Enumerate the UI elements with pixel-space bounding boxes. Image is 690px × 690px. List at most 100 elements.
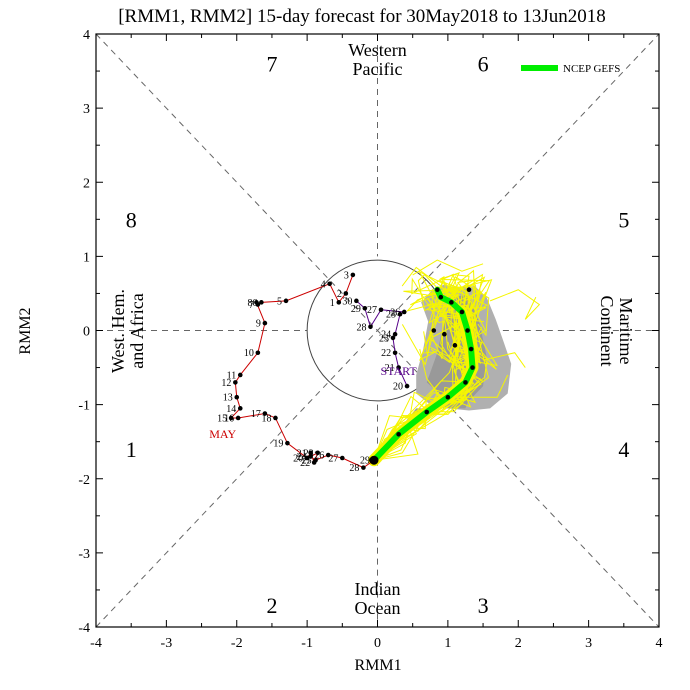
forecast-day-marker [468, 346, 474, 352]
april-track-day-label: 26 [390, 307, 400, 318]
april-track-point [396, 365, 401, 370]
y-tick-label: 1 [83, 250, 90, 265]
ensemble-member-track [412, 259, 484, 276]
x-tick-label: -3 [161, 636, 173, 651]
may-track-day-label: 11 [227, 370, 237, 381]
may-track-point [350, 272, 356, 278]
month-label-start: START [380, 364, 417, 378]
may-track-point [262, 411, 268, 416]
phase-number-5: 5 [618, 207, 629, 232]
april-track-day-label: 30 [342, 296, 352, 307]
region-label-maritime-continent: Maritime [616, 298, 636, 365]
y-axis-label: RMM2 [17, 307, 34, 354]
y-tick-label: 4 [83, 28, 90, 43]
may-track-day-label: 26 [314, 451, 324, 462]
may-track-point [259, 300, 264, 305]
may-track-day-label: 7 [249, 300, 254, 311]
april-track-day-label: 23 [379, 333, 389, 344]
may-track-day-label: 22 [300, 458, 310, 469]
forecast-start-marker [369, 455, 379, 465]
may-track-point [235, 415, 241, 421]
may-track-day-label: 17 [251, 409, 261, 420]
ensemble-member-track [482, 352, 526, 368]
phase-number-1: 1 [126, 437, 137, 462]
region-label-west-hem: West. Hem. [108, 289, 128, 373]
region-label-maritime-continent: Continent [597, 296, 617, 367]
forecast-day-marker [452, 343, 458, 348]
may-track-point [262, 320, 268, 326]
y-tick-label: -4 [78, 621, 90, 636]
forecast-day-marker [435, 287, 440, 293]
phase-number-3: 3 [478, 593, 489, 618]
may-track-point [273, 415, 278, 421]
legend-label: NCEP GEFS [563, 63, 620, 75]
may-track-point [327, 281, 332, 287]
april-track-point [378, 307, 384, 313]
may-track-day-label: 23 [304, 448, 314, 459]
y-tick-label: 3 [83, 102, 90, 117]
chart-title: [RMM1, RMM2] 15-day forecast for 30May20… [118, 6, 606, 27]
may-track-point [308, 450, 313, 456]
may-track-day-label: 19 [273, 439, 283, 450]
may-track-point [308, 454, 313, 459]
may-track-day-label: 2 [337, 289, 342, 300]
x-tick-label: 4 [656, 636, 663, 651]
ensemble-member-track [373, 269, 478, 461]
forecast-day-marker [431, 328, 437, 333]
forecast-day-marker [459, 309, 465, 315]
april-track-point [392, 350, 398, 356]
may-track-day-label: 10 [244, 348, 254, 359]
may-track-point [234, 394, 240, 400]
may-track-day-label: 16 [224, 413, 234, 424]
region-label-indian-ocean: Indian [355, 579, 401, 599]
region-label-western-pacific: Pacific [353, 59, 403, 79]
phase-divider-diagonal [95, 33, 660, 628]
forecast-day-marker [465, 328, 470, 333]
may-track-day-label: 14 [226, 404, 236, 415]
april-track-day-label: 27 [367, 305, 377, 316]
phase-number-4: 4 [618, 437, 629, 462]
phase-number-2: 2 [266, 593, 277, 618]
forecast-day-marker [445, 394, 451, 400]
april-track-point [390, 335, 396, 341]
may-track-point [313, 457, 318, 463]
may-track-day-label: 29 [360, 456, 370, 467]
ensemble-member-track [373, 273, 476, 461]
phase-number-8: 8 [126, 207, 137, 232]
may-track-point [254, 300, 259, 305]
april-track-day-label: 24 [381, 330, 391, 341]
april-track-point [401, 309, 407, 315]
y-tick-label: 2 [83, 176, 90, 191]
april-track-point [362, 305, 368, 311]
april-track-point [368, 324, 373, 330]
april-track-point [397, 311, 403, 317]
phase-number-7: 7 [266, 52, 277, 77]
may-track-point [315, 450, 320, 456]
y-tick-label: -2 [78, 473, 90, 488]
may-track-point [237, 406, 243, 411]
may-track-day-label: 13 [223, 393, 233, 404]
ensemble-member-track [489, 289, 541, 320]
may-track-point [237, 372, 243, 378]
region-label-indian-ocean: Ocean [355, 598, 401, 618]
may-track-day-label: 5 [277, 296, 282, 307]
april-track-point [404, 383, 410, 389]
y-tick-label: -3 [78, 547, 90, 562]
may-track-day-label: 15 [217, 413, 227, 424]
may-track-day-label: 8 [247, 298, 252, 309]
may-track-day-label: 9 [256, 319, 261, 330]
forecast-day-marker [470, 365, 475, 370]
may-track-point [325, 452, 331, 458]
may-track-point [304, 455, 310, 461]
x-axis-label: RMM1 [354, 657, 401, 674]
may-track-day-label: 3 [344, 270, 349, 281]
forecast-day-marker [442, 331, 447, 337]
may-track-point [255, 350, 261, 356]
x-tick-label: -4 [90, 636, 102, 651]
x-tick-label: 0 [374, 636, 381, 651]
y-tick-label: -1 [78, 399, 90, 414]
april-track-point [354, 298, 359, 304]
april-track-day-label: 25 [386, 310, 396, 321]
